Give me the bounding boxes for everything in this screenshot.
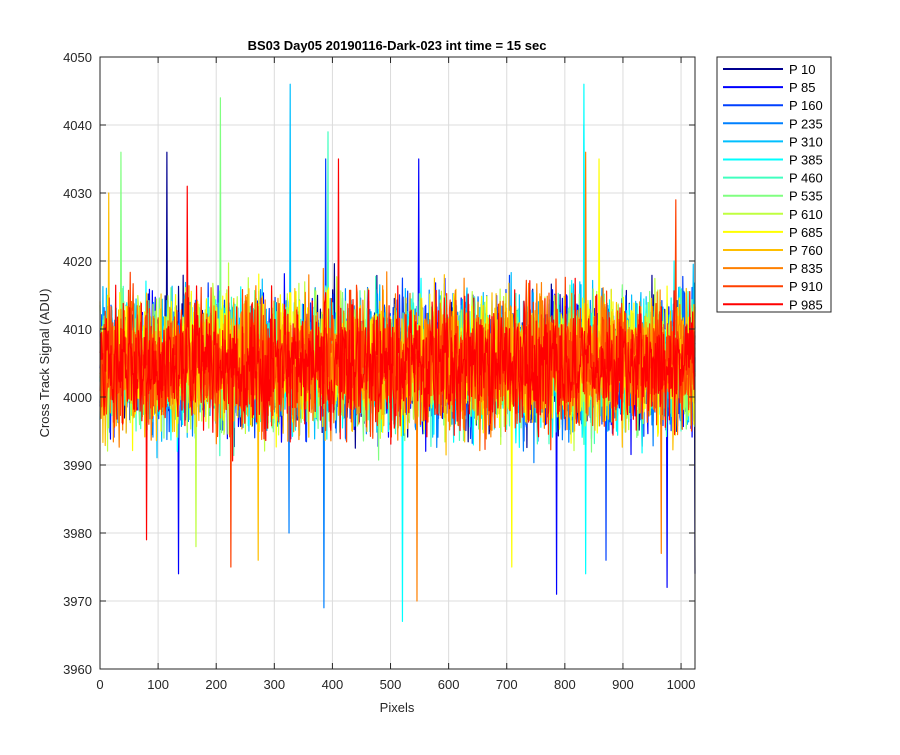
x-tick-label: 600 [438,677,460,692]
x-tick-label: 800 [554,677,576,692]
legend: P 10 P 85 P 160 P 235 P 310 P 385 P 460 P 535 P … [716,56,832,313]
x-tick-label: 500 [380,677,402,692]
legend-label: P 610 [789,207,823,222]
legend-label: P 85 [789,80,816,95]
x-tick-label: 200 [205,677,227,692]
y-tick-label: 3980 [63,526,92,541]
legend-box [716,56,832,313]
x-tick-label: 300 [263,677,285,692]
x-tick-label: 900 [612,677,634,692]
legend-label: P 10 [789,62,816,77]
legend-label: P 460 [789,171,823,186]
y-tick-label: 4040 [63,118,92,133]
plot-frame [99,56,696,670]
chart-title: BS03 Day05 20190116-Dark-023 int time = … [248,38,547,53]
series-line-p-985 [99,158,696,541]
y-tick-label: 4050 [63,50,92,65]
legend-label: P 385 [789,153,823,168]
legend-label: P 835 [789,261,823,276]
x-tick-label: 1000 [667,677,696,692]
x-tick-label: 100 [147,677,169,692]
y-axis-label: Cross Track Signal (ADU) [37,289,52,438]
legend-label: P 235 [789,116,823,131]
legend-label: P 760 [789,243,823,258]
x-axis-label: Pixels [380,700,415,715]
legend-label: P 310 [789,134,823,149]
y-tick-label: 4020 [63,254,92,269]
y-tick-label: 4030 [63,186,92,201]
y-tick-label: 3960 [63,662,92,677]
y-tick-label: 4010 [63,322,92,337]
legend-label: P 910 [789,279,823,294]
series-layer [99,83,696,622]
legend-label: P 685 [789,225,823,240]
legend-label: P 985 [789,297,823,312]
x-tick-label: 400 [322,677,344,692]
x-tick-label: 0 [96,677,103,692]
y-tick-label: 4000 [63,390,92,405]
legend-label: P 160 [789,98,823,113]
legend-label: P 535 [789,189,823,204]
tick-layer: 0 100 200 300 400 500 600 700 800 900 1000 3960 3970… [63,50,695,692]
y-tick-label: 3970 [63,594,92,609]
x-tick-label: 700 [496,677,518,692]
y-tick-label: 3990 [63,458,92,473]
